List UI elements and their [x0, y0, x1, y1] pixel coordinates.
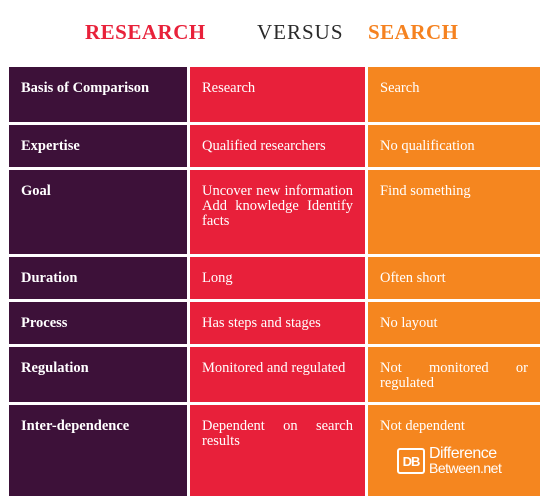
header-basis-cell: Basis of Comparison [9, 67, 187, 122]
search-cell: No layout [368, 302, 540, 344]
table-row: Process Has steps and stages No layout [9, 302, 540, 344]
table-row: Duration Long Often short [9, 257, 540, 299]
search-cell: Find something [368, 170, 540, 254]
header-research-cell: Research [190, 67, 365, 122]
difference-between-logo: DB Difference Between.net [397, 445, 502, 476]
table-row: Goal Uncover new information Add knowled… [9, 170, 540, 254]
search-cell: No qualification [368, 125, 540, 167]
research-title: RESEARCH [85, 20, 206, 44]
basis-cell: Goal [9, 170, 187, 254]
basis-cell: Process [9, 302, 187, 344]
table-row: Expertise Qualified researchers No quali… [9, 125, 540, 167]
research-cell: Long [190, 257, 365, 299]
header-search-cell: Search [368, 67, 540, 122]
db-logo-icon: DB [397, 448, 425, 474]
comparison-table: Basis of Comparison Research Search Expe… [6, 64, 543, 499]
search-title: SEARCH [368, 20, 459, 44]
research-cell: Uncover new information Add knowledge Id… [190, 170, 365, 254]
title-bar: RESEARCH VERSUS SEARCH [0, 0, 550, 62]
research-cell: Dependent on search results [190, 405, 365, 496]
logo-wordmark: Difference Between.net [429, 445, 502, 476]
search-cell: Not dependent [368, 405, 540, 496]
basis-cell: Inter-dependence [9, 405, 187, 496]
table-row: Inter-dependence Dependent on search res… [9, 405, 540, 496]
table-row: Regulation Monitored and regulated Not m… [9, 347, 540, 402]
versus-title: VERSUS [257, 20, 344, 44]
table-header-row: Basis of Comparison Research Search [9, 67, 540, 122]
research-cell: Monitored and regulated [190, 347, 365, 402]
logo-line-1: Difference [429, 445, 497, 462]
research-cell: Has steps and stages [190, 302, 365, 344]
basis-cell: Duration [9, 257, 187, 299]
search-cell: Not monitored or regulated [368, 347, 540, 402]
logo-line-2: Between.net [429, 460, 502, 476]
basis-cell: Regulation [9, 347, 187, 402]
research-cell: Qualified researchers [190, 125, 365, 167]
search-cell: Often short [368, 257, 540, 299]
basis-cell: Expertise [9, 125, 187, 167]
